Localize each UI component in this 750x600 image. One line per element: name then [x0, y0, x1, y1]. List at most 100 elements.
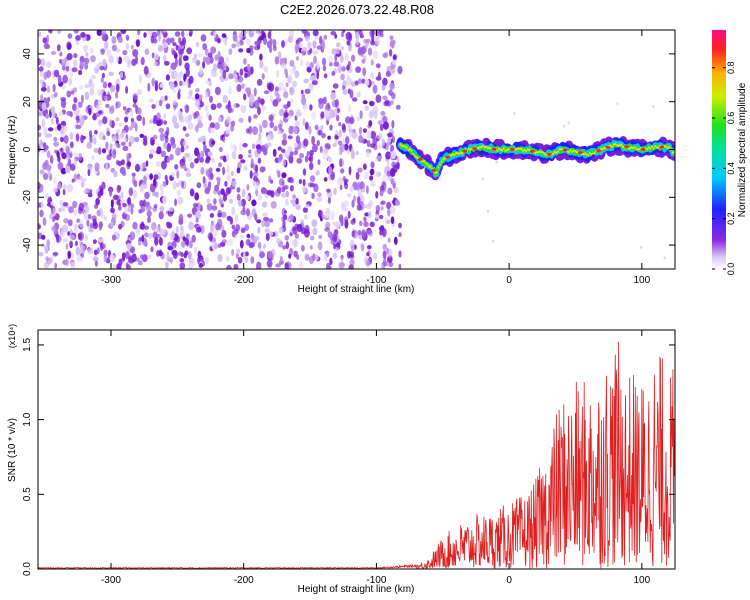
noise-speckle	[281, 63, 287, 69]
noise-speckle	[88, 107, 92, 116]
noise-speckle	[70, 261, 76, 269]
noise-speckle	[269, 179, 274, 184]
noise-speckle	[83, 211, 89, 221]
noise-speckle	[389, 35, 394, 41]
noise-speckle	[217, 243, 221, 248]
noise-speckle	[301, 244, 305, 252]
noise-speckle	[313, 55, 317, 65]
noise-speckle	[123, 129, 127, 135]
noise-speckle	[259, 60, 264, 69]
noise-speckle	[290, 98, 294, 103]
noise-speckle	[204, 104, 209, 112]
noise-speckle-layer	[38, 30, 666, 269]
noise-speckle	[330, 31, 337, 36]
noise-speckle	[251, 143, 256, 150]
noise-speckle	[128, 153, 132, 159]
noise-speckle	[210, 46, 217, 54]
noise-speckle	[344, 182, 349, 190]
noise-speckle	[337, 64, 343, 74]
noise-speckle	[341, 125, 347, 133]
noise-speckle	[115, 101, 119, 109]
noise-speckle	[388, 261, 394, 268]
noise-speckle	[111, 234, 117, 241]
signal-trace-mark	[436, 171, 438, 174]
noise-speckle	[38, 31, 42, 37]
noise-speckle	[144, 191, 150, 200]
noise-speckle	[49, 30, 53, 34]
noise-speckle	[42, 172, 49, 180]
noise-speckle	[112, 149, 117, 156]
noise-speckle	[164, 135, 169, 144]
snr-x-tick-label: -300	[101, 575, 121, 586]
noise-speckle	[362, 100, 368, 105]
noise-speckle	[359, 181, 366, 190]
noise-speckle	[310, 235, 315, 241]
noise-speckle	[73, 97, 78, 104]
noise-speckle	[229, 198, 234, 204]
noise-speckle	[238, 48, 244, 53]
noise-speckle	[182, 236, 186, 242]
noise-speckle	[134, 136, 140, 143]
noise-speckle	[241, 188, 246, 198]
noise-speckle	[250, 233, 255, 240]
noise-speckle	[59, 51, 63, 57]
noise-speckle	[62, 238, 69, 243]
noise-speckle	[114, 91, 119, 99]
noise-speckle	[217, 61, 222, 69]
noise-speckle	[263, 65, 269, 73]
noise-speckle	[225, 116, 232, 124]
noise-speckle	[353, 195, 357, 203]
noise-speckle	[301, 96, 307, 106]
noise-speckle	[275, 86, 279, 92]
signal-trace-mark	[518, 147, 521, 150]
noise-speckle	[209, 56, 214, 64]
noise-speckle	[214, 54, 219, 61]
noise-speckle	[96, 30, 103, 36]
noise-speckle	[222, 193, 227, 202]
noise-speckle	[217, 218, 223, 228]
noise-speckle	[356, 116, 360, 122]
signal-peak-mark	[562, 148, 568, 152]
noise-speckle	[79, 219, 84, 229]
noise-speckle	[213, 242, 218, 249]
noise-speckle	[109, 143, 113, 149]
signal-trace-mark	[459, 151, 462, 154]
noise-speckle	[43, 97, 47, 103]
signal-trace-mark	[534, 151, 537, 155]
noise-speckle	[108, 108, 115, 115]
noise-speckle	[164, 60, 170, 66]
noise-speckle	[288, 253, 292, 259]
noise-speckle	[193, 246, 197, 255]
signal-trace-mark	[555, 151, 558, 154]
noise-speckle	[130, 203, 135, 209]
noise-speckle	[122, 202, 127, 208]
noise-speckle	[344, 216, 349, 223]
noise-speckle	[292, 227, 298, 235]
signal-trace-mark	[496, 149, 499, 152]
noise-speckle	[222, 155, 227, 163]
noise-speckle	[358, 126, 363, 135]
noise-speckle	[356, 91, 361, 98]
signal-trace-mark	[507, 148, 510, 151]
noise-speckle	[379, 123, 384, 131]
noise-speckle	[154, 236, 159, 246]
noise-speckle	[350, 81, 356, 87]
noise-speckle	[398, 250, 402, 258]
signal-trace-mark	[522, 149, 524, 152]
noise-speckle	[59, 111, 64, 117]
noise-speckle	[340, 54, 344, 63]
noise-speckle	[309, 104, 313, 111]
noise-speckle	[294, 142, 298, 148]
noise-speckle	[117, 205, 122, 211]
noise-speckle	[324, 142, 331, 149]
noise-speckle	[262, 201, 267, 208]
noise-speckle	[194, 100, 201, 107]
noise-speckle	[178, 71, 184, 78]
noise-speckle	[326, 188, 331, 193]
noise-speckle	[342, 30, 346, 33]
noise-speckle	[144, 232, 149, 238]
noise-speckle	[304, 225, 310, 234]
noise-speckle	[351, 199, 355, 208]
noise-speckle	[71, 178, 75, 183]
noise-speckle	[390, 216, 395, 224]
